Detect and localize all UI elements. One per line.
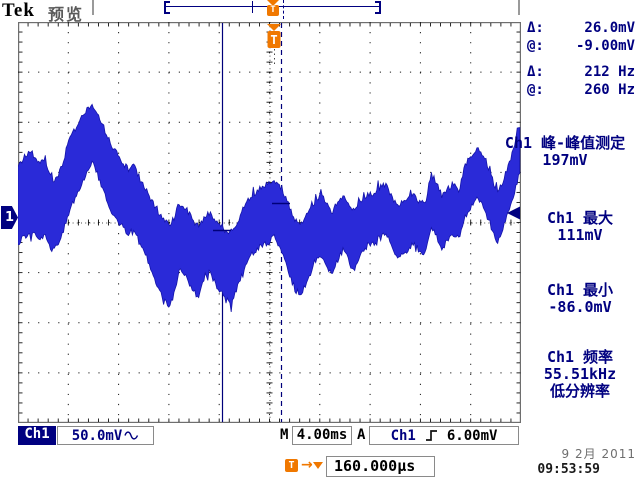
record-cursor-tick <box>252 1 253 13</box>
cursor-delta-voltage: Δ: 26.0mV <box>527 20 635 36</box>
measurement-pkpk: Ch1 峰-峰值测定 197mV <box>490 135 640 169</box>
measurement-pkpk-label: Ch1 峰-峰值测定 <box>504 134 626 152</box>
record-trigger-flag-icon: T <box>267 5 279 16</box>
channel-1-badge: Ch1 <box>18 426 56 445</box>
horizontal-delay-readout: 160.000µs <box>326 456 435 477</box>
window-bracket-left <box>164 1 170 14</box>
delta-frequency-value: 212 Hz <box>584 64 635 80</box>
channel-1-ground-marker: 1 <box>1 206 18 229</box>
record-end-tick <box>518 0 520 15</box>
cursor-delta-frequency: Δ: 212 Hz <box>527 64 635 80</box>
record-trigger-arrow-icon <box>267 0 279 6</box>
at-icon: @: <box>527 38 544 54</box>
right-arrow-icon: → <box>301 457 313 473</box>
at-frequency-value: 260 Hz <box>584 82 635 98</box>
measurement-freq: Ch1 频率 55.51kHz 低分辨率 <box>523 349 637 400</box>
trigger-level-value: 6.00mV <box>446 427 498 444</box>
svg-text:T: T <box>270 33 277 47</box>
date-text: 9 2月 2011 <box>561 447 636 461</box>
measurement-min-label: Ch1 最小 <box>546 281 614 299</box>
delta-voltage-value: 26.0mV <box>584 20 635 36</box>
rising-edge-icon <box>425 430 437 441</box>
measurement-freq-label: Ch1 频率 <box>546 348 614 366</box>
vertical-scale-value: 50.0mV <box>71 427 123 444</box>
timebase-label: M <box>280 427 289 443</box>
measurement-pkpk-value: 197mV <box>542 151 588 169</box>
trigger-delay-t-icon: T <box>285 459 298 472</box>
trigger-readout: Ch1 6.00mV <box>369 426 519 445</box>
measurement-max-value: 111mV <box>557 226 603 244</box>
record-start-tick <box>92 0 94 15</box>
measurement-freq-qualifier: 低分辨率 <box>549 382 610 400</box>
measurement-min-value: -86.0mV <box>548 298 612 316</box>
waveform-graticule: T <box>18 22 521 423</box>
acquisition-mode-label: 预览 <box>48 5 85 24</box>
ac-coupling-icon <box>124 431 139 440</box>
trigger-type-label: A <box>357 427 366 443</box>
at-voltage-value: -9.00mV <box>575 38 635 54</box>
tek-logo: Tek <box>2 0 35 21</box>
cursor-at-voltage: @: -9.00mV <box>527 38 635 54</box>
at-icon: @: <box>527 82 544 98</box>
measurement-freq-value: 55.51kHz <box>543 365 617 383</box>
measurement-max-label: Ch1 最大 <box>546 209 614 227</box>
time-text: 09:53:59 <box>537 462 600 477</box>
timebase-readout: 4.00ms <box>292 426 352 445</box>
measurement-max: Ch1 最大 111mV <box>523 210 637 244</box>
measurement-min: Ch1 最小 -86.0mV <box>523 282 637 316</box>
datetime-block: 9 2月 2011 09:53:59 <box>516 445 636 477</box>
cursor-at-frequency: @: 260 Hz <box>527 82 635 98</box>
trigger-source-value: Ch1 <box>390 427 416 444</box>
vertical-scale-readout: 50.0mV <box>57 426 154 445</box>
delta-icon: Δ: <box>527 64 544 80</box>
delta-icon: Δ: <box>527 20 544 36</box>
record-cursor2-dash <box>283 0 284 19</box>
down-triangle-icon <box>313 462 323 469</box>
window-bracket-right <box>375 1 381 14</box>
